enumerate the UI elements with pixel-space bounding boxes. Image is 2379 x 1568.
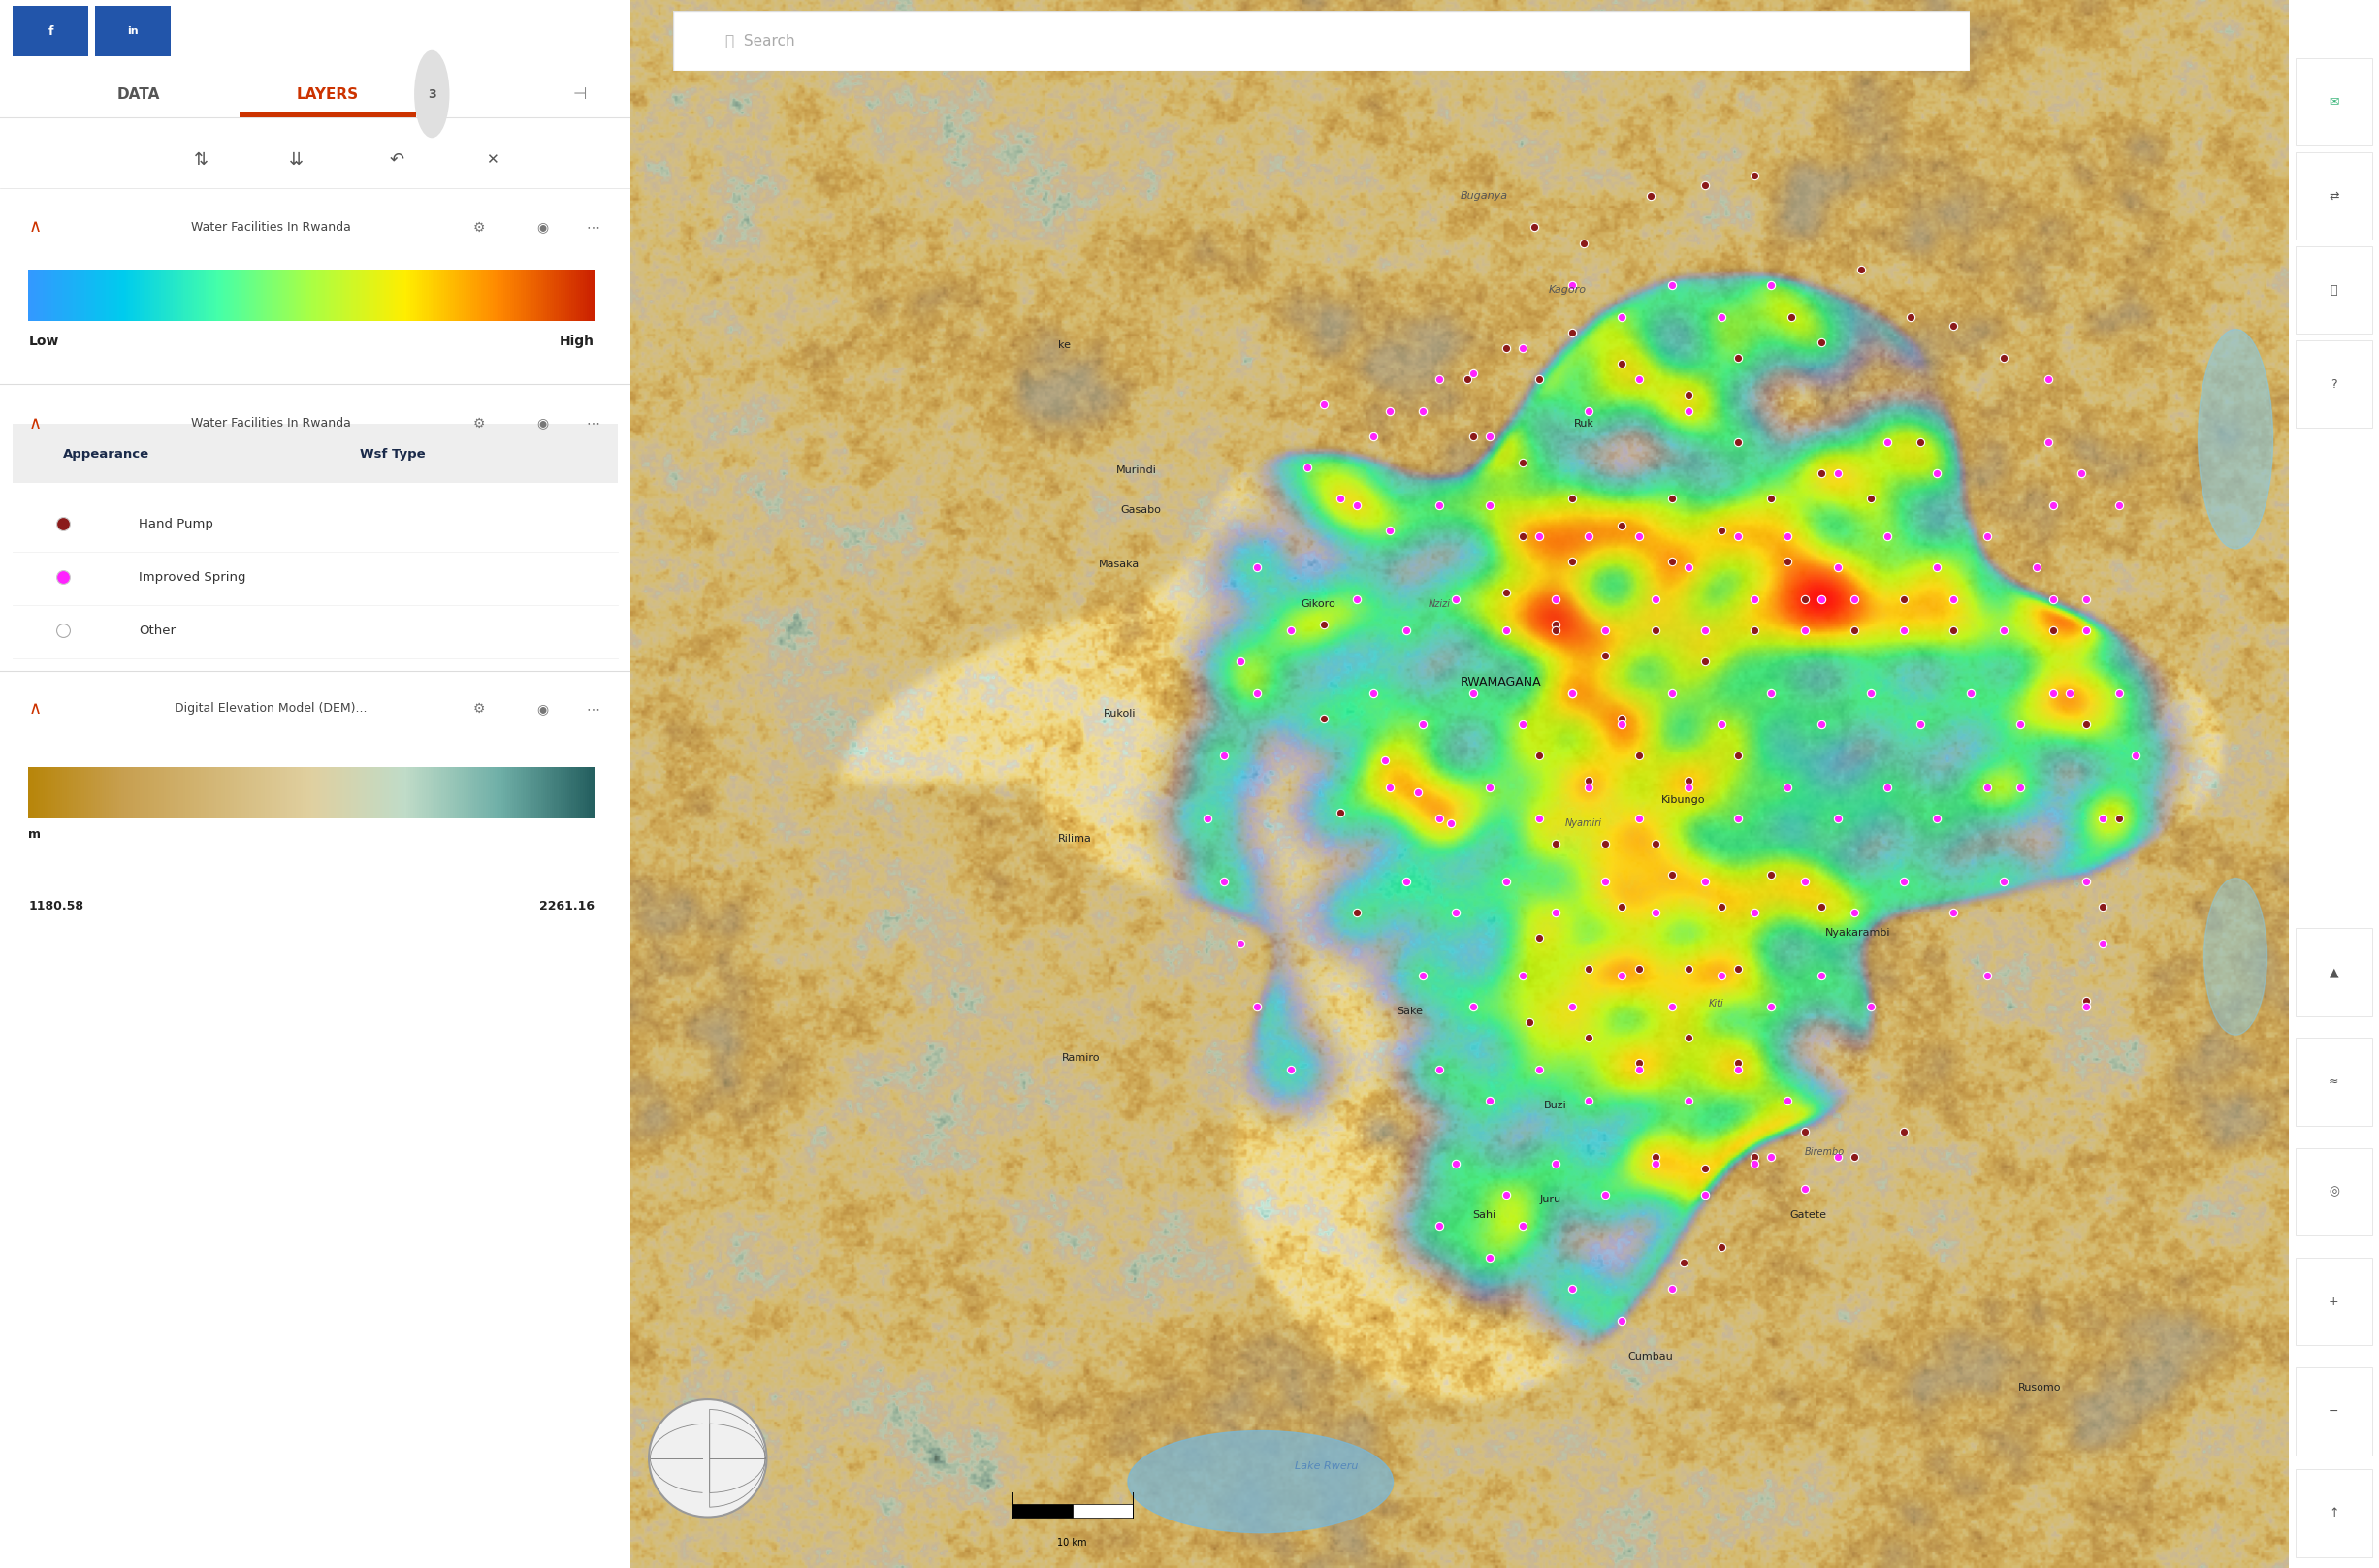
- Bar: [2296, 58, 2372, 146]
- Text: in: in: [126, 27, 138, 36]
- Text: Digital Elevation Model (DEM)...: Digital Elevation Model (DEM)...: [174, 702, 366, 715]
- Text: ⊣: ⊣: [573, 85, 588, 103]
- Text: ⇊: ⇊: [288, 151, 305, 169]
- Text: ✉: ✉: [2329, 96, 2339, 108]
- Bar: [240, 111, 416, 118]
- Text: Nyamiri: Nyamiri: [1565, 818, 1603, 828]
- Text: f: f: [48, 25, 52, 38]
- Text: −: −: [2329, 1405, 2339, 1417]
- Text: 1180.58: 1180.58: [29, 900, 83, 913]
- Text: ✕: ✕: [485, 152, 497, 168]
- Text: Other: Other: [138, 624, 176, 637]
- Text: ◉: ◉: [535, 702, 547, 715]
- Text: Murindi: Murindi: [1116, 466, 1156, 475]
- Text: Wsf Type: Wsf Type: [359, 448, 426, 461]
- Text: Kiti: Kiti: [1708, 999, 1725, 1008]
- Text: Improved Spring: Improved Spring: [138, 571, 245, 583]
- Text: Cumbau: Cumbau: [1627, 1352, 1672, 1361]
- Bar: [2296, 1367, 2372, 1455]
- Text: m: m: [29, 828, 40, 840]
- Text: Gatete: Gatete: [1789, 1210, 1827, 1220]
- Text: Rukoli: Rukoli: [1104, 709, 1135, 718]
- Text: 🔍  Search: 🔍 Search: [726, 33, 795, 49]
- Bar: [2296, 152, 2372, 240]
- Text: ke: ke: [1059, 340, 1071, 350]
- Text: Hand Pump: Hand Pump: [138, 517, 214, 530]
- Bar: [2296, 1469, 2372, 1557]
- Bar: [0, 55, 630, 118]
- Text: Sake: Sake: [1396, 1007, 1423, 1016]
- Bar: [2296, 340, 2372, 428]
- Text: Masaka: Masaka: [1099, 560, 1140, 569]
- Text: ∧: ∧: [29, 218, 40, 237]
- Ellipse shape: [2198, 329, 2272, 549]
- Bar: [12, 423, 619, 483]
- Text: ↶: ↶: [390, 151, 404, 169]
- Bar: [2296, 1148, 2372, 1236]
- Text: Rilima: Rilima: [1059, 834, 1092, 844]
- Text: Buganya: Buganya: [1461, 191, 1508, 201]
- Text: ≈: ≈: [2329, 1076, 2339, 1088]
- Text: Nzizi: Nzizi: [1427, 599, 1451, 608]
- Ellipse shape: [1128, 1430, 1394, 1534]
- Text: DATA: DATA: [117, 86, 159, 102]
- Text: ◉: ◉: [535, 417, 547, 430]
- Bar: [2296, 246, 2372, 334]
- Text: 10 km: 10 km: [1059, 1538, 1087, 1548]
- Text: Water Facilities In Rwanda: Water Facilities In Rwanda: [190, 221, 352, 234]
- Text: ⋯: ⋯: [585, 417, 600, 430]
- Text: Juru: Juru: [1539, 1195, 1561, 1204]
- Text: ⚙: ⚙: [473, 417, 485, 430]
- Text: Rusomo: Rusomo: [2017, 1383, 2063, 1392]
- Text: Buzi: Buzi: [1544, 1101, 1568, 1110]
- Text: ⚙: ⚙: [473, 221, 485, 234]
- Circle shape: [414, 50, 450, 138]
- Circle shape: [649, 1399, 766, 1518]
- Text: Ruk: Ruk: [1575, 419, 1594, 428]
- Text: ⋯: ⋯: [585, 221, 600, 234]
- Text: LAYERS: LAYERS: [297, 86, 359, 102]
- Text: ◎: ◎: [2329, 1185, 2339, 1198]
- Bar: [2296, 1258, 2372, 1345]
- Text: ?: ?: [2331, 378, 2336, 390]
- Text: Water Facilities In Rwanda: Water Facilities In Rwanda: [190, 417, 352, 430]
- Text: High: High: [559, 334, 595, 348]
- Bar: [95, 6, 171, 56]
- Bar: [1073, 1504, 1132, 1518]
- Text: Kagoro: Kagoro: [1549, 285, 1587, 295]
- Text: RWAMAGANA: RWAMAGANA: [1461, 676, 1542, 688]
- Text: 2261.16: 2261.16: [540, 900, 595, 913]
- Text: ⚙: ⚙: [473, 702, 485, 715]
- Text: ↑: ↑: [2329, 1507, 2339, 1519]
- Text: ∧: ∧: [29, 699, 40, 718]
- Ellipse shape: [2203, 878, 2267, 1035]
- Text: Sahi: Sahi: [1473, 1210, 1496, 1220]
- Text: ∧: ∧: [29, 414, 40, 433]
- Text: Ramiro: Ramiro: [1063, 1054, 1101, 1063]
- Text: 3: 3: [428, 88, 435, 100]
- Text: Kibungo: Kibungo: [1661, 795, 1706, 804]
- Text: ⇄: ⇄: [2329, 190, 2339, 202]
- Text: 🖨: 🖨: [2329, 284, 2339, 296]
- Text: Gasabo: Gasabo: [1121, 505, 1161, 514]
- Bar: [2296, 1038, 2372, 1126]
- Bar: [12, 6, 88, 56]
- Text: Nyakarambi: Nyakarambi: [1825, 928, 1891, 938]
- Text: +: +: [2329, 1295, 2339, 1308]
- Text: Low: Low: [29, 334, 59, 348]
- Text: Gikoro: Gikoro: [1301, 599, 1337, 608]
- Bar: [2296, 928, 2372, 1016]
- Text: ◉: ◉: [535, 221, 547, 234]
- Text: Appearance: Appearance: [64, 448, 150, 461]
- Bar: [1011, 1504, 1073, 1518]
- Text: ⋯: ⋯: [585, 702, 600, 715]
- Text: Lake Rweru: Lake Rweru: [1294, 1461, 1358, 1471]
- Text: Birembo: Birembo: [1803, 1148, 1844, 1157]
- Text: ⇅: ⇅: [195, 151, 209, 169]
- Text: ▲: ▲: [2329, 966, 2339, 978]
